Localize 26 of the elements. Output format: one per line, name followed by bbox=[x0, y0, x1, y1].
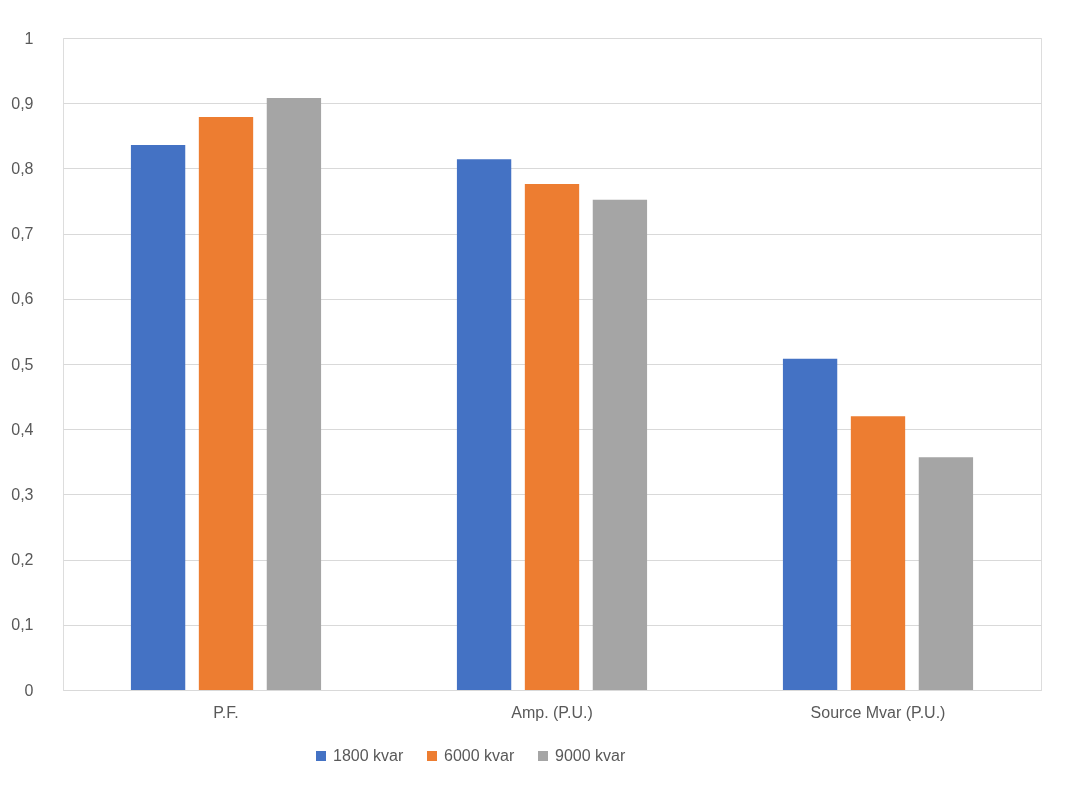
x-tick-label: Amp. (P.U.) bbox=[511, 703, 593, 721]
x-tick-label: Source Mvar (P.U.) bbox=[810, 703, 946, 721]
bar bbox=[266, 97, 322, 690]
x-tick-label: P.F. bbox=[213, 703, 239, 721]
bar bbox=[850, 416, 906, 690]
y-tick-label: 0,1 bbox=[11, 616, 34, 634]
y-tick-label: 1 bbox=[24, 29, 34, 47]
legend-label: 1800 kvar bbox=[333, 747, 404, 764]
y-tick-label: 0 bbox=[24, 681, 34, 699]
bar bbox=[198, 116, 254, 690]
bar bbox=[130, 144, 186, 690]
legend-label: 6000 kvar bbox=[444, 747, 515, 764]
bar bbox=[782, 358, 838, 690]
y-tick-label: 0,3 bbox=[11, 485, 34, 503]
y-tick-label: 0,9 bbox=[11, 94, 34, 112]
y-tick-label: 0,2 bbox=[11, 551, 34, 569]
legend-label: 9000 kvar bbox=[555, 747, 626, 764]
y-tick-label: 0,5 bbox=[11, 355, 34, 373]
bar bbox=[524, 184, 580, 690]
y-tick-label: 0,6 bbox=[11, 290, 34, 308]
y-tick-label: 0,7 bbox=[11, 225, 34, 243]
bar bbox=[456, 159, 512, 690]
bar bbox=[592, 199, 648, 690]
y-tick-label: 0,4 bbox=[11, 420, 34, 438]
y-tick-label: 0,8 bbox=[11, 159, 34, 177]
bar bbox=[918, 457, 974, 690]
